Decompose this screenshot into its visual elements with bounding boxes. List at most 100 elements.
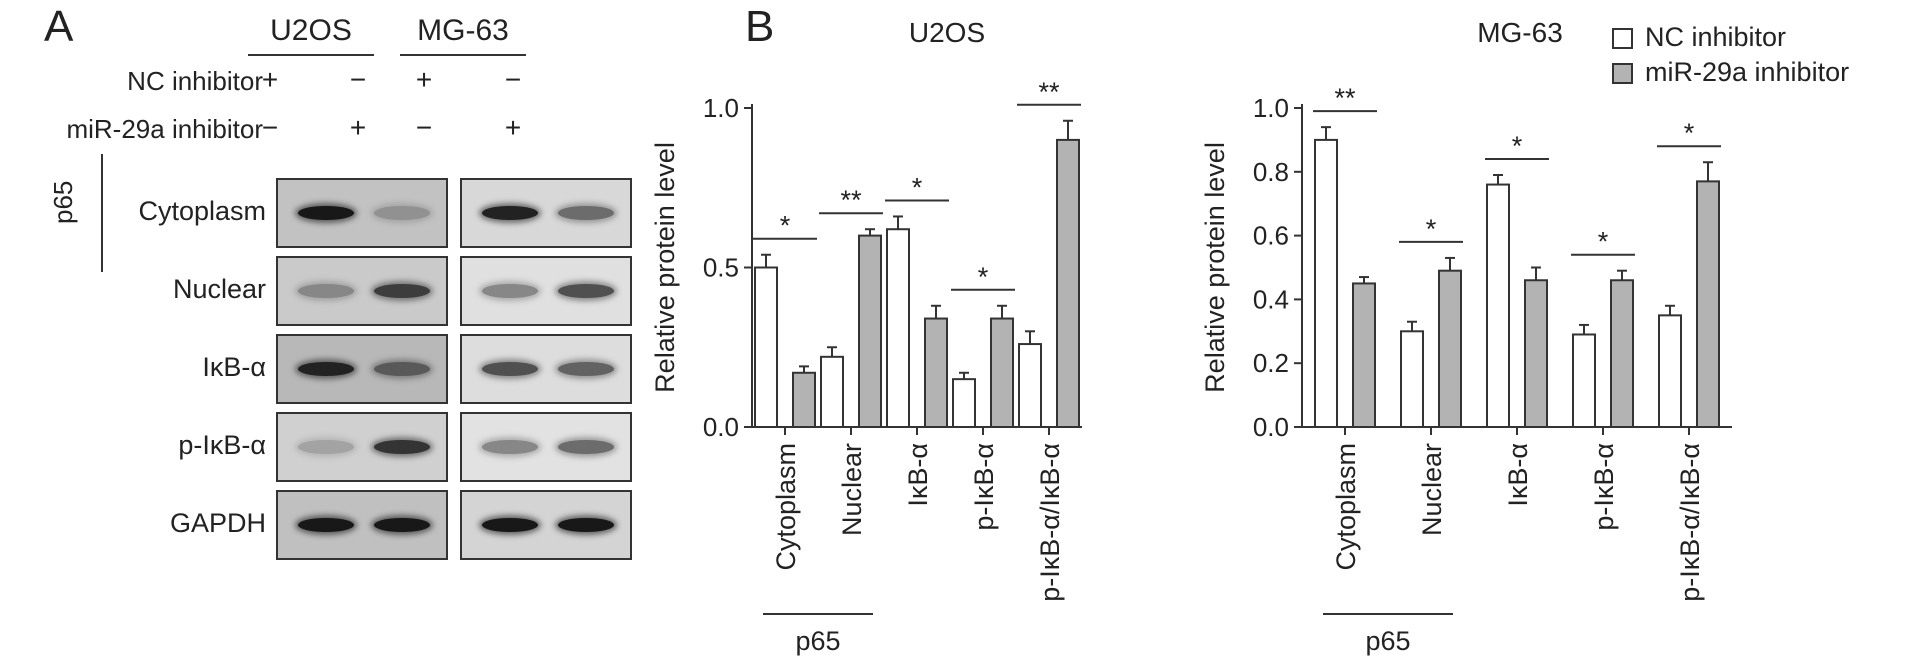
blot-band xyxy=(298,440,354,454)
significance-mark: * xyxy=(1512,131,1523,161)
bar-nc-inhibitor xyxy=(1018,343,1042,428)
blot-box xyxy=(460,412,632,482)
x-tick-label: IκB-α xyxy=(903,443,933,507)
bar-mir29a-inhibitor xyxy=(792,371,816,428)
sign-nc-3: + xyxy=(415,64,433,95)
band-label: IκB-α xyxy=(202,352,266,382)
cell-line-u2os-header: U2OS xyxy=(270,14,352,47)
chart-title: U2OS xyxy=(909,17,985,48)
bar-nc-inhibitor xyxy=(1486,183,1510,428)
chart-mg63: MG-63 Relative protein level 0.0 0.2 0.4 0.6 0… xyxy=(1200,17,1732,656)
bar-mir29a-inhibitor xyxy=(924,317,948,429)
significance-mark: * xyxy=(780,211,791,241)
y-tick-label: 1.0 xyxy=(1253,93,1289,123)
significance-mark: * xyxy=(1684,118,1695,148)
p65-group-label: p65 xyxy=(795,626,840,656)
bar-mir29a-inhibitor xyxy=(1056,138,1080,428)
bar-nc-inhibitor xyxy=(886,228,910,428)
blot-band xyxy=(298,362,354,376)
significance-mark: ** xyxy=(1334,83,1356,113)
blot-band xyxy=(374,518,430,532)
sign-mir-1: − xyxy=(261,112,279,143)
bar-mir29a-inhibitor xyxy=(1352,282,1376,429)
blot-band xyxy=(482,518,538,532)
x-tick-label: Cytoplasm xyxy=(771,443,801,571)
blot-band xyxy=(558,284,614,298)
cell-line-mg63-header: MG-63 xyxy=(417,14,509,47)
sign-nc-1: + xyxy=(261,64,279,95)
x-tick-label: p-IκB-α xyxy=(1589,443,1619,531)
x-tick-label: p-IκB-α/IκB-α xyxy=(1675,443,1705,602)
chart-title: MG-63 xyxy=(1477,17,1563,48)
sign-mir-3: − xyxy=(415,112,433,143)
band-label: Cytoplasm xyxy=(138,196,266,226)
significance-mark: * xyxy=(1426,214,1437,244)
y-tick-label: 0.5 xyxy=(703,253,739,283)
y-tick-label: 0.2 xyxy=(1253,348,1289,378)
sign-nc-4: − xyxy=(504,64,522,95)
blot-box xyxy=(460,334,632,404)
treatment-label-nc: NC inhibitor xyxy=(127,66,263,96)
bar-nc-inhibitor xyxy=(754,266,778,428)
y-axis-label: Relative protein level xyxy=(650,142,680,393)
band-label: Nuclear xyxy=(172,274,266,304)
band-label: GAPDH xyxy=(169,508,266,538)
chart-u2os: U2OS Relative protein level 0.0 0.5 1.0 * Cyto… xyxy=(650,17,1082,656)
sign-mir-2: + xyxy=(349,112,367,143)
p65-bracket-line xyxy=(101,154,103,272)
bar-nc-inhibitor xyxy=(1400,330,1424,428)
p65-group-label: p65 xyxy=(48,180,78,224)
blot-band xyxy=(558,362,614,376)
treatment-label-mir: miR-29a inhibitor xyxy=(66,114,263,144)
blot-band xyxy=(482,362,538,376)
band-label: p-IκB-α xyxy=(178,430,266,460)
x-tick-label: IκB-α xyxy=(1503,443,1533,507)
blot-band xyxy=(298,206,354,220)
x-tick-label: Nuclear xyxy=(1417,443,1447,536)
x-tick-label: Cytoplasm xyxy=(1331,443,1361,571)
bar-nc-inhibitor xyxy=(1572,333,1596,428)
y-tick-label: 0.0 xyxy=(1253,412,1289,442)
bar-mir29a-inhibitor xyxy=(1696,180,1720,428)
blot-band xyxy=(482,206,538,220)
legend-swatch-mir xyxy=(1612,63,1633,84)
panel-a-letter: A xyxy=(44,2,74,51)
bar-nc-inhibitor xyxy=(820,355,844,429)
blot-box xyxy=(460,256,632,326)
blot-band xyxy=(558,440,614,454)
blot-box xyxy=(276,334,448,404)
blot-band xyxy=(298,284,354,298)
blot-band xyxy=(558,518,614,532)
blot-box xyxy=(276,256,448,326)
significance-mark: ** xyxy=(840,185,862,215)
blot-box xyxy=(460,178,632,248)
y-tick-label: 0.4 xyxy=(1253,284,1289,314)
y-axis-label: Relative protein level xyxy=(1200,142,1230,393)
x-tick-label: Nuclear xyxy=(837,443,867,536)
bar-mir29a-inhibitor xyxy=(858,234,882,428)
sign-mir-4: + xyxy=(504,112,522,143)
blot-band xyxy=(374,284,430,298)
x-tick-label: p-IκB-α/IκB-α xyxy=(1035,443,1065,602)
y-tick-label: 1.0 xyxy=(703,93,739,123)
blot-band xyxy=(558,206,614,220)
legend-label-nc: NC inhibitor xyxy=(1645,22,1787,52)
blot-box xyxy=(276,178,448,248)
bar-nc-inhibitor xyxy=(1658,314,1682,429)
blot-band xyxy=(374,362,430,376)
blot-band xyxy=(482,284,538,298)
sign-nc-2: − xyxy=(349,64,367,95)
legend-label-mir: miR-29a inhibitor xyxy=(1645,57,1850,87)
significance-mark: * xyxy=(1598,227,1609,257)
bar-mir29a-inhibitor xyxy=(990,317,1014,429)
bar-nc-inhibitor xyxy=(1314,138,1338,428)
blot-band xyxy=(374,206,430,220)
bar-nc-inhibitor xyxy=(952,378,976,428)
x-tick-label: p-IκB-α xyxy=(969,443,999,531)
u2os-header-underline xyxy=(248,54,374,56)
blot-box xyxy=(276,490,448,560)
significance-mark: * xyxy=(978,262,989,292)
panel-b-letter: B xyxy=(745,2,775,51)
y-tick-label: 0.8 xyxy=(1253,157,1289,187)
blot-band xyxy=(298,518,354,532)
